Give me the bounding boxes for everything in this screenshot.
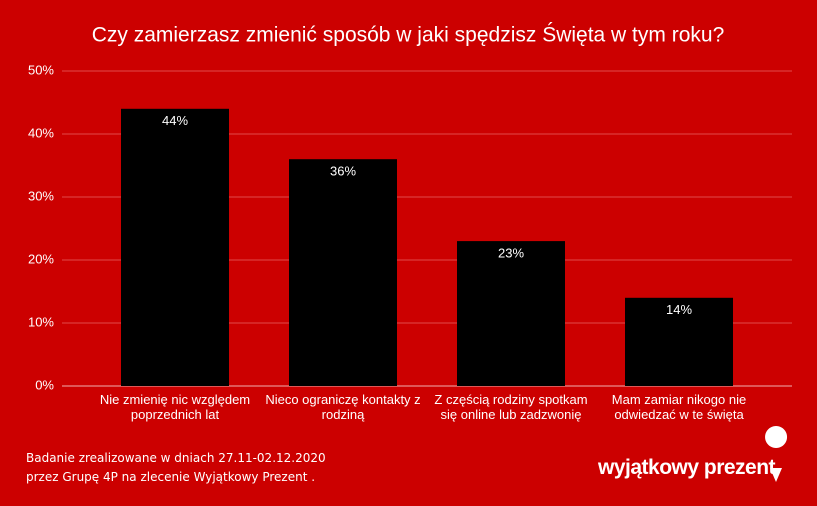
bar <box>289 159 397 386</box>
y-tick-label: 0% <box>35 377 54 392</box>
x-tick-label: Nie zmienię nic względem poprzednich lat <box>99 392 251 422</box>
y-tick-label: 20% <box>28 251 54 266</box>
data-label: 44% <box>162 113 188 128</box>
y-tick-label: 10% <box>28 314 54 329</box>
data-label: 23% <box>498 246 524 261</box>
note: Badanie zrealizowane w dniach 27.11-02.1… <box>26 451 326 465</box>
y-tick-label: 50% <box>28 62 54 77</box>
bar <box>121 108 229 387</box>
y-tick-label: 30% <box>28 188 54 203</box>
x-tick-label: Nieco ograniczę kontakty z rodziną <box>265 392 421 422</box>
data-label: 36% <box>330 164 356 179</box>
logo: wyjątkowy prezent <box>598 456 776 479</box>
x-tick-label: Z częścią rodziny spotkam się online lub… <box>434 392 588 422</box>
x-tick-label: Mam zamiar nikogo nie odwiedzać w te świ… <box>611 392 747 422</box>
bar <box>457 241 565 386</box>
chart-title: Czy zamierzasz zmienić sposób w jaki spę… <box>92 23 725 47</box>
logo-icon <box>765 426 788 482</box>
data-label: 14% <box>666 302 692 317</box>
note: przez Grupę 4P na zlecenie Wyjątkowy Pre… <box>26 470 316 484</box>
bar <box>625 297 733 386</box>
y-tick-label: 40% <box>28 125 54 140</box>
